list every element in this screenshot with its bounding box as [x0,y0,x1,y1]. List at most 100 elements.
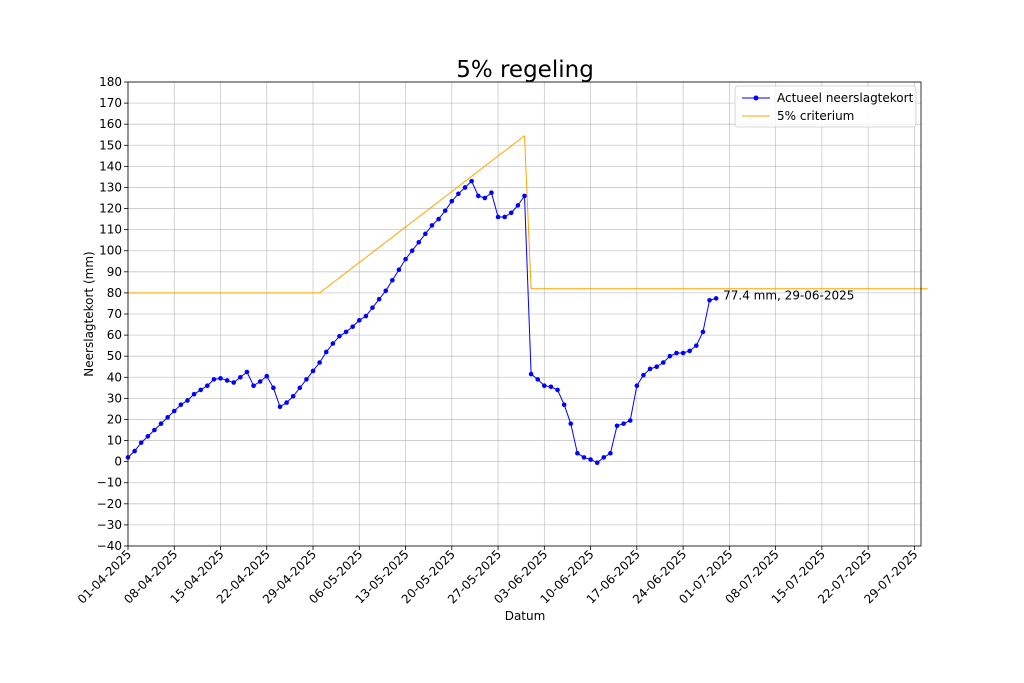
data-point [654,364,659,370]
y-tick-label: 130 [99,180,122,194]
legend-marker-actueel [753,95,759,101]
y-tick-label: −40 [97,539,122,553]
data-point [495,214,501,220]
x-axis-label: Datum [505,609,546,623]
data-point [376,296,382,302]
data-point [297,385,303,391]
y-tick-label: 20 [107,412,122,426]
y-axis-label: Neerslagtekort (mm) [82,251,96,376]
data-point [403,256,408,262]
data-point [396,267,402,273]
y-tick-label: 170 [99,96,122,110]
data-point [508,210,514,216]
data-point [588,457,593,462]
y-tick-label: −30 [97,518,122,532]
data-point [561,402,567,407]
data-point [548,384,554,390]
y-tick-label: 110 [99,223,122,237]
data-point [627,418,633,423]
data-point [575,450,580,456]
data-point [416,239,422,245]
data-point [429,223,435,228]
data-point [647,366,653,372]
data-point [621,421,626,426]
annotation-label: 77.4 mm, 29-06-2025 [723,288,854,302]
data-point [350,324,355,329]
data-point [522,193,527,199]
data-point [323,349,329,355]
data-point [310,368,316,374]
data-point [614,423,620,429]
data-point [304,377,309,382]
y-tick-label: 60 [107,328,122,342]
data-point [231,380,237,385]
y-tick-label: 70 [107,307,122,321]
data-point [363,313,369,319]
data-point [409,248,415,254]
data-point [469,178,474,184]
data-point [244,369,250,375]
y-tick-label: −10 [97,476,122,490]
data-point [568,421,574,426]
y-tick-label: 100 [99,244,122,258]
y-tick-label: 0 [114,455,122,469]
data-point [555,387,560,393]
data-point [713,296,719,301]
data-point [370,305,375,310]
y-tick-label: 90 [107,265,122,279]
data-point [535,377,541,382]
chart-title: 5% regeling [456,57,594,83]
series-line-criterium [128,135,928,294]
y-tick-label: 50 [107,349,122,363]
grid-lines [127,81,921,547]
data-point [178,402,184,407]
plot-area [125,135,928,465]
data-point [165,415,170,420]
data-point [224,378,230,383]
data-point [132,448,137,454]
data-point [152,427,157,433]
y-tick-label: 140 [99,159,122,173]
data-point [528,371,534,377]
data-point [277,404,283,410]
data-point [383,288,389,294]
y-tick-label: 160 [99,117,122,131]
data-point [390,277,395,283]
data-point [667,353,673,359]
data-point [423,231,428,237]
data-point [475,193,481,199]
y-tick-label: 120 [99,202,122,216]
data-point [251,383,256,389]
data-point [641,372,646,378]
legend-label-actueel: Actueel neerslagtekort [777,91,914,105]
data-point [674,350,679,356]
data-point [707,297,712,303]
y-tick-label: 180 [99,75,122,89]
data-point [356,318,362,323]
data-point [634,383,640,389]
data-point [694,343,699,348]
data-point [687,348,693,354]
data-point [502,214,507,220]
data-point [211,377,217,382]
data-point [449,198,455,204]
data-point [191,391,197,397]
y-tick-label: 150 [99,138,122,152]
data-point [680,350,686,356]
data-point [515,203,521,208]
data-point [660,360,666,365]
data-point [158,421,164,426]
data-point [218,376,223,381]
data-point [489,190,494,196]
y-tick-label: 40 [107,370,122,384]
data-point [271,385,276,391]
data-point [198,387,203,393]
data-point [542,383,547,389]
data-point [456,191,461,197]
data-point [171,408,177,414]
data-point [330,341,336,346]
data-point [138,440,144,445]
data-point [257,379,263,384]
y-tick-label: −20 [97,497,122,511]
